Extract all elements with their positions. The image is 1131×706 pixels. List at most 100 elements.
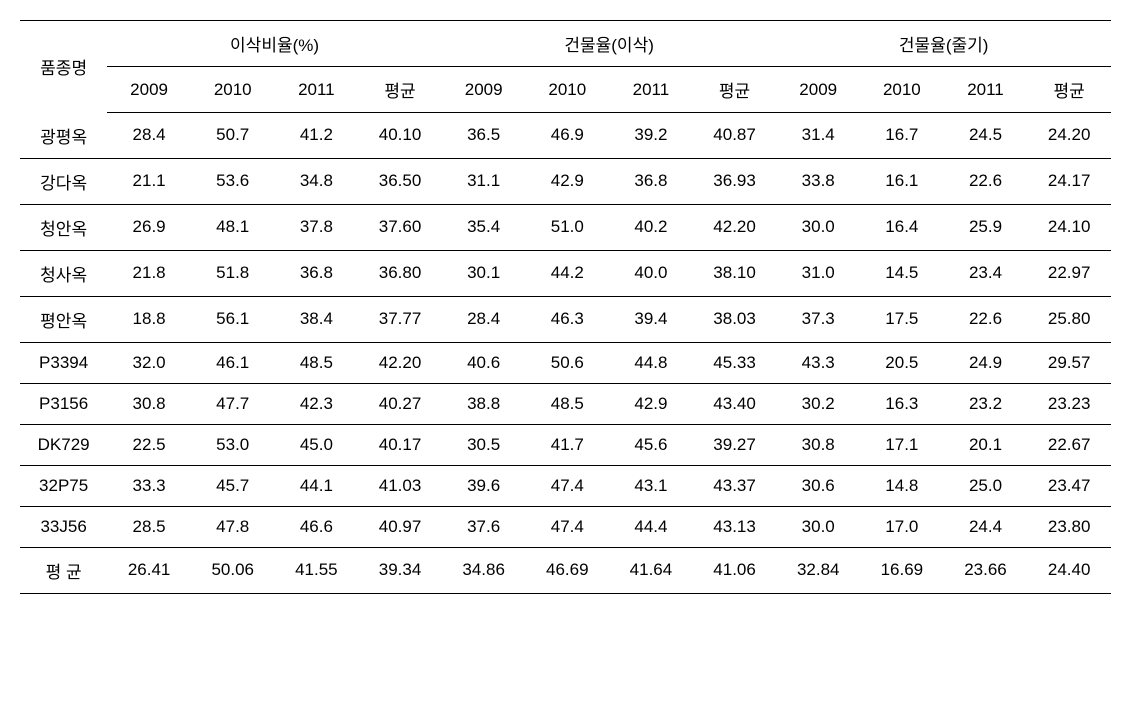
- data-cell: 36.80: [358, 250, 442, 296]
- table-row: 평 균26.4150.0641.5539.3434.8646.6941.6441…: [20, 547, 1111, 593]
- data-cell: 23.47: [1027, 465, 1111, 506]
- data-cell: 23.23: [1027, 383, 1111, 424]
- data-cell: 40.2: [609, 204, 693, 250]
- data-cell: 40.87: [693, 113, 777, 159]
- sub-header: 2009: [442, 67, 526, 113]
- data-cell: 41.7: [525, 424, 609, 465]
- data-cell: 48.1: [191, 204, 275, 250]
- data-cell: 16.3: [860, 383, 944, 424]
- data-cell: 24.10: [1027, 204, 1111, 250]
- data-cell: 43.3: [776, 342, 860, 383]
- data-cell: 43.1: [609, 465, 693, 506]
- data-cell: 33.8: [776, 158, 860, 204]
- data-cell: 41.2: [275, 113, 359, 159]
- data-cell: 47.8: [191, 506, 275, 547]
- data-cell: 41.55: [275, 547, 359, 593]
- table-header: 품종명 이삭비율(%) 건물율(이삭) 건물율(줄기) 2009 2010 20…: [20, 21, 1111, 113]
- data-cell: 23.2: [944, 383, 1028, 424]
- data-cell: 40.27: [358, 383, 442, 424]
- data-cell: 35.4: [442, 204, 526, 250]
- data-cell: 38.4: [275, 296, 359, 342]
- data-cell: 39.27: [693, 424, 777, 465]
- data-cell: 30.8: [107, 383, 191, 424]
- data-cell: 40.10: [358, 113, 442, 159]
- data-cell: 46.6: [275, 506, 359, 547]
- variety-cell: 청안옥: [20, 204, 107, 250]
- data-cell: 50.7: [191, 113, 275, 159]
- data-cell: 36.8: [609, 158, 693, 204]
- data-cell: 32.0: [107, 342, 191, 383]
- variety-cell: 강다옥: [20, 158, 107, 204]
- data-cell: 47.7: [191, 383, 275, 424]
- header-row-1: 품종명 이삭비율(%) 건물율(이삭) 건물율(줄기): [20, 21, 1111, 67]
- data-cell: 39.6: [442, 465, 526, 506]
- data-cell: 22.67: [1027, 424, 1111, 465]
- table-row: DK72922.553.045.040.1730.541.745.639.273…: [20, 424, 1111, 465]
- variety-cell: 청사옥: [20, 250, 107, 296]
- data-cell: 30.2: [776, 383, 860, 424]
- data-cell: 31.4: [776, 113, 860, 159]
- variety-cell: 32P75: [20, 465, 107, 506]
- table-body: 광평옥28.450.741.240.1036.546.939.240.8731.…: [20, 113, 1111, 594]
- data-cell: 24.4: [944, 506, 1028, 547]
- data-cell: 42.3: [275, 383, 359, 424]
- data-cell: 20.5: [860, 342, 944, 383]
- data-cell: 30.5: [442, 424, 526, 465]
- data-cell: 44.1: [275, 465, 359, 506]
- data-cell: 36.5: [442, 113, 526, 159]
- data-cell: 45.7: [191, 465, 275, 506]
- variety-cell: P3156: [20, 383, 107, 424]
- data-cell: 26.41: [107, 547, 191, 593]
- data-cell: 14.5: [860, 250, 944, 296]
- data-cell: 22.6: [944, 158, 1028, 204]
- table-row: 청안옥26.948.137.837.6035.451.040.242.2030.…: [20, 204, 1111, 250]
- data-cell: 23.66: [944, 547, 1028, 593]
- group-header-2: 건물율(이삭): [442, 21, 777, 67]
- data-cell: 44.4: [609, 506, 693, 547]
- data-cell: 36.8: [275, 250, 359, 296]
- data-cell: 38.03: [693, 296, 777, 342]
- data-cell: 16.1: [860, 158, 944, 204]
- data-cell: 25.80: [1027, 296, 1111, 342]
- data-cell: 31.1: [442, 158, 526, 204]
- data-cell: 20.1: [944, 424, 1028, 465]
- data-cell: 42.20: [358, 342, 442, 383]
- data-cell: 18.8: [107, 296, 191, 342]
- data-cell: 16.7: [860, 113, 944, 159]
- table-row: P315630.847.742.340.2738.848.542.943.403…: [20, 383, 1111, 424]
- data-cell: 37.8: [275, 204, 359, 250]
- data-cell: 34.86: [442, 547, 526, 593]
- data-cell: 28.4: [107, 113, 191, 159]
- data-cell: 24.40: [1027, 547, 1111, 593]
- data-cell: 40.6: [442, 342, 526, 383]
- sub-header: 평균: [1027, 67, 1111, 113]
- data-cell: 51.8: [191, 250, 275, 296]
- data-cell: 44.2: [525, 250, 609, 296]
- data-cell: 37.77: [358, 296, 442, 342]
- data-cell: 50.06: [191, 547, 275, 593]
- data-cell: 45.6: [609, 424, 693, 465]
- data-cell: 16.4: [860, 204, 944, 250]
- sub-header: 평균: [358, 67, 442, 113]
- data-cell: 51.0: [525, 204, 609, 250]
- data-cell: 42.9: [525, 158, 609, 204]
- sub-header: 2009: [776, 67, 860, 113]
- sub-header: 평균: [693, 67, 777, 113]
- data-cell: 21.1: [107, 158, 191, 204]
- data-cell: 34.8: [275, 158, 359, 204]
- data-cell: 45.0: [275, 424, 359, 465]
- data-cell: 42.20: [693, 204, 777, 250]
- variety-cell: DK729: [20, 424, 107, 465]
- table-row: 강다옥21.153.634.836.5031.142.936.836.9333.…: [20, 158, 1111, 204]
- sub-header: 2011: [275, 67, 359, 113]
- data-cell: 32.84: [776, 547, 860, 593]
- data-cell: 40.97: [358, 506, 442, 547]
- data-cell: 17.0: [860, 506, 944, 547]
- data-cell: 41.64: [609, 547, 693, 593]
- data-cell: 23.80: [1027, 506, 1111, 547]
- data-cell: 48.5: [275, 342, 359, 383]
- data-cell: 26.9: [107, 204, 191, 250]
- data-cell: 45.33: [693, 342, 777, 383]
- data-cell: 14.8: [860, 465, 944, 506]
- sub-header: 2009: [107, 67, 191, 113]
